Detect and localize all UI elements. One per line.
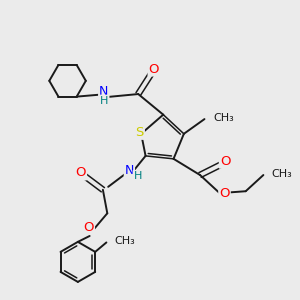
Text: O: O	[148, 62, 159, 76]
Text: O: O	[76, 167, 86, 179]
Text: H: H	[100, 95, 108, 106]
Text: CH₃: CH₃	[272, 169, 292, 178]
Text: CH₃: CH₃	[213, 112, 234, 123]
Text: CH₃: CH₃	[115, 236, 135, 246]
Text: S: S	[136, 126, 144, 139]
Text: N: N	[99, 85, 109, 98]
Text: O: O	[219, 187, 230, 200]
Text: O: O	[83, 220, 94, 234]
Text: N: N	[125, 164, 134, 176]
Text: O: O	[220, 155, 230, 168]
Text: H: H	[134, 171, 142, 181]
